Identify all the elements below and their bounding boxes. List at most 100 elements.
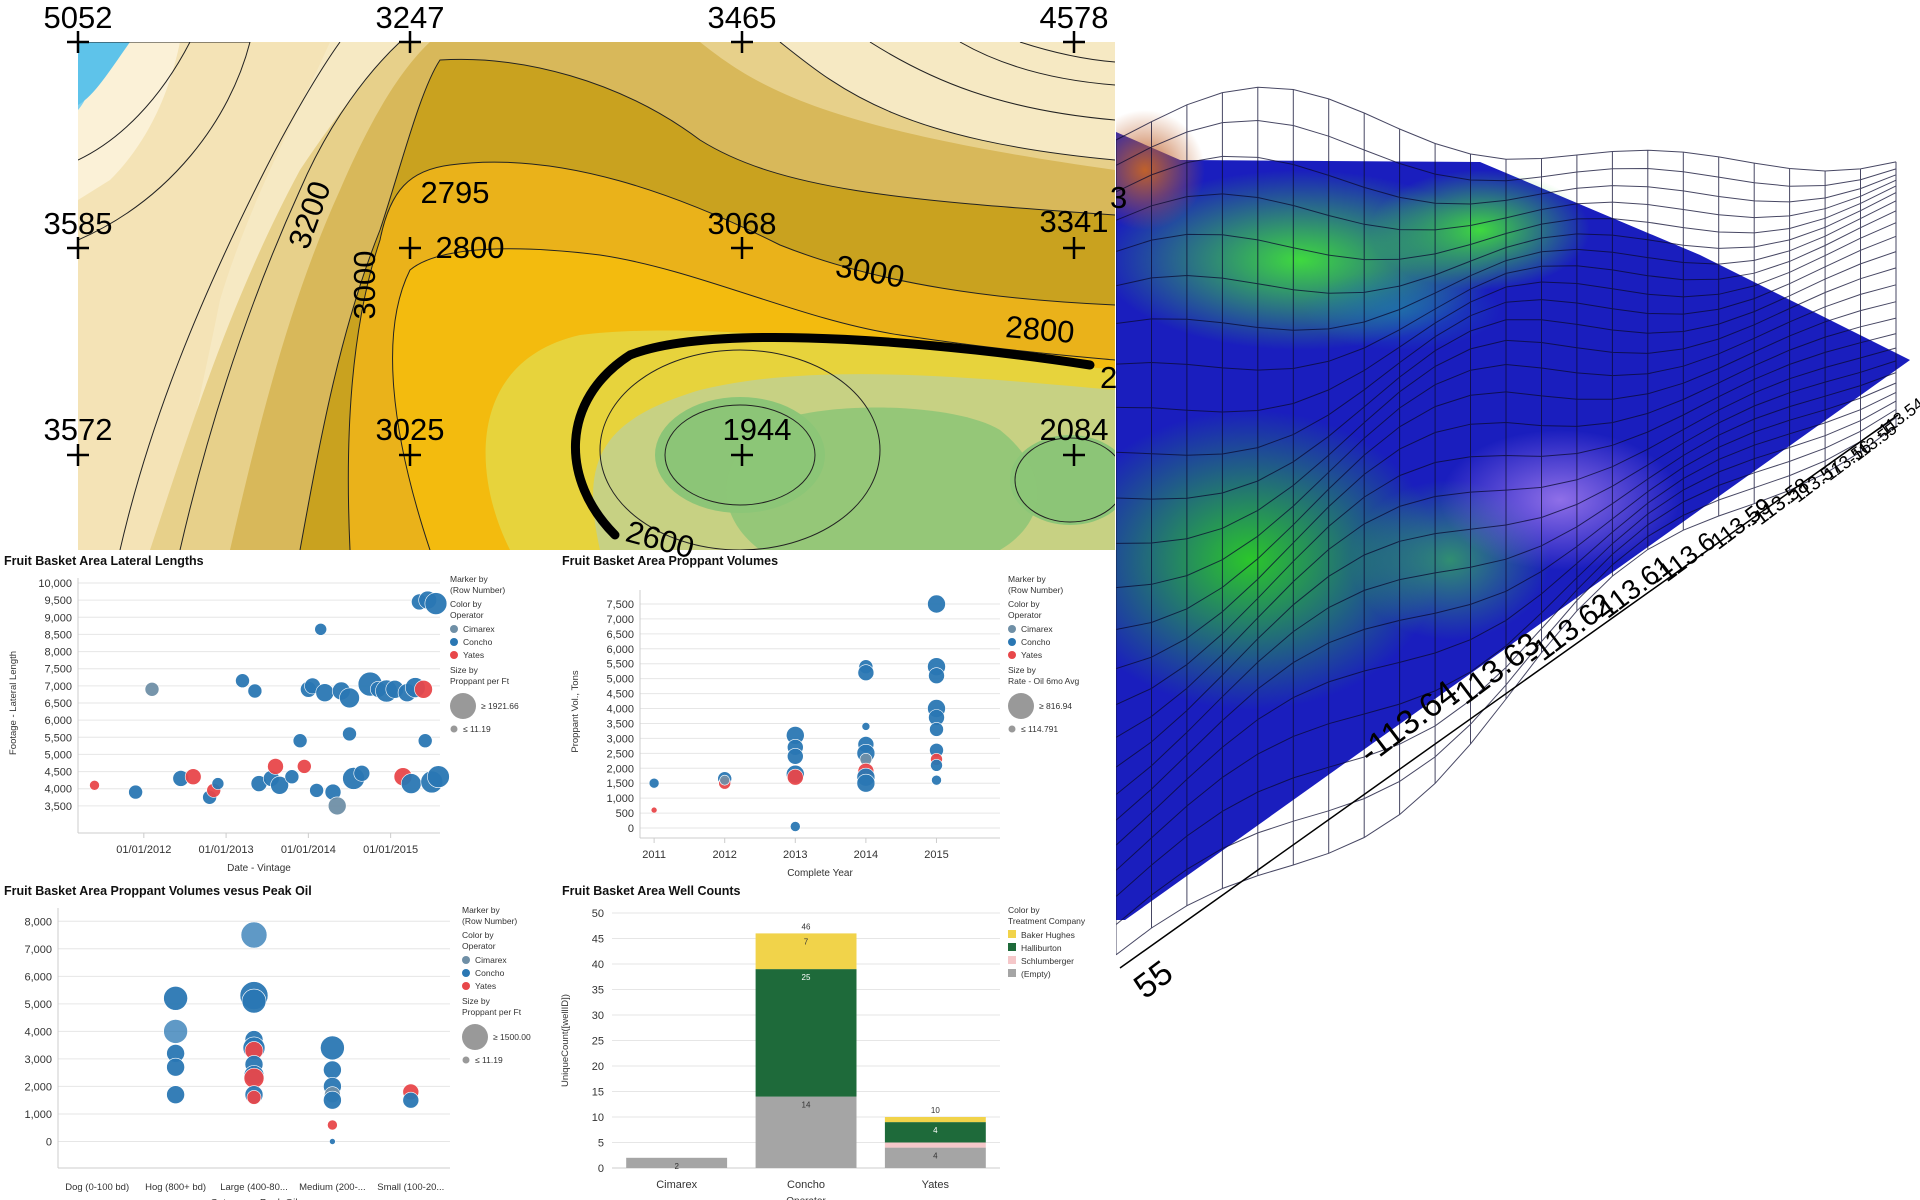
y-tick-label: 6,500 (44, 698, 72, 710)
x-tick-label: 2014 (854, 849, 878, 861)
well-marker: 4578 (1040, 0, 1109, 53)
legend-entry: Yates (475, 981, 496, 991)
x-tick-label: Cimarex (656, 1179, 697, 1191)
scatter-point (296, 759, 312, 774)
scatter-point (927, 594, 946, 614)
legend-label: Size by (450, 665, 479, 675)
legend-entry: Cimarex (463, 624, 495, 634)
y-tick-label: 1,000 (606, 793, 634, 805)
x-axis-label: Date - Vintage (227, 863, 291, 874)
x-axis-label: Operator (786, 1196, 826, 1200)
legend-label: (Row Number) (1008, 585, 1063, 595)
y-tick-label: 6,000 (24, 971, 52, 983)
scatter-point (267, 758, 284, 775)
bar-total-label: 10 (931, 1106, 940, 1115)
bar-segment-label: 25 (802, 973, 811, 982)
x-tick-label: 2015 (924, 849, 948, 861)
y-tick-label: 8,000 (24, 916, 52, 928)
contour-label-fragment: 3 (1110, 180, 1127, 215)
bar-segment (884, 1142, 986, 1148)
bar-segment (884, 1147, 986, 1168)
y-axis-label: Footage - Lateral Length (8, 651, 19, 755)
legend-swatch (450, 651, 458, 659)
scatter-point (292, 733, 308, 749)
contour-map: 5052 3247 3465 4578 3585 2795 3068 3341 3572 3025… (44, 0, 1128, 565)
legend-label: (Row Number) (450, 585, 505, 595)
legend-swatch (1008, 943, 1016, 951)
y-tick-label: 50 (592, 908, 604, 920)
y-tick-label: 8,500 (44, 629, 72, 641)
chart-proppant-volumes: Fruit Basket Area Proppant Volumes 7,500 7… (562, 554, 1079, 879)
legend-swatch (1008, 969, 1016, 977)
y-tick-label: 5,500 (44, 732, 72, 744)
y-tick-label: 3,000 (606, 733, 634, 745)
chart-title: Fruit Basket Area Well Counts (562, 884, 741, 898)
well-markers: 5052 3247 3465 4578 3585 2795 3068 3341 3572 3025… (44, 0, 1109, 466)
x-tick-label: Concho (787, 1179, 825, 1191)
scatter-point (424, 592, 448, 615)
legend-label: Size by (1008, 665, 1037, 675)
legend-entry: Yates (1021, 650, 1042, 660)
y-tick-label: 500 (616, 808, 634, 820)
legend-entry: Yates (463, 650, 484, 660)
y-tick-label: 5,000 (606, 674, 634, 686)
y-tick-label: 45 (592, 934, 604, 946)
scatter-point (166, 1085, 185, 1104)
y-tick-label: 20 (592, 1061, 604, 1073)
well-marker: 3341 (1040, 204, 1108, 259)
scatter-point (320, 1035, 345, 1061)
x-tick-label: 01/01/2012 (116, 844, 171, 856)
well-label: 2795 (421, 175, 490, 210)
well-marker: 3068 (708, 206, 776, 259)
y-tick-label: 8,000 (44, 647, 72, 659)
scatter-point (786, 747, 804, 765)
well-label: 1944 (723, 412, 792, 447)
bar-segment-label: 4 (933, 1152, 938, 1161)
scatter-point (211, 777, 225, 790)
x-tick-label: 01/01/2013 (199, 844, 254, 856)
chart-well-counts: Fruit Basket Area Well Counts50454035302… (560, 884, 1086, 1200)
chart-title: Fruit Basket Area Proppant Volumes (562, 554, 778, 568)
legend-label: Rate - Oil 6mo Avg (1008, 676, 1079, 686)
surface-3d-plot: -113.54-113.55-113.56-113.57-113.58-113.… (1116, 86, 1920, 1006)
well-label: 3247 (376, 0, 445, 35)
y-tick-label: 10,000 (38, 578, 72, 590)
scatter-point (323, 1090, 342, 1110)
scatter-point (323, 1060, 342, 1080)
scatter-point (184, 768, 202, 786)
x-tick-label: 2013 (783, 849, 807, 861)
surface-mesh (1116, 86, 1897, 956)
scatter-point (648, 777, 660, 789)
scatter-point (327, 1119, 338, 1131)
y-tick-label: 7,500 (606, 599, 634, 611)
legend-entry: Cimarex (475, 955, 507, 965)
well-label: 3025 (376, 412, 445, 447)
chart-lateral-lengths: Fruit Basket Area Lateral Lengths 10,000 9… (4, 554, 519, 874)
y-tick-label: 7,000 (24, 944, 52, 956)
scatter-point (247, 683, 263, 699)
scatter-point (861, 722, 871, 731)
well-marker: 3465 (708, 0, 776, 53)
scatter-point (128, 784, 143, 800)
contour-label: 2800 (436, 230, 505, 265)
x-axis-label: Complete Year (787, 868, 853, 879)
x-tick-label: Small (100-20... (377, 1182, 444, 1193)
y-tick-label: 4,000 (44, 784, 72, 796)
bar-segment (755, 933, 857, 970)
legend-label: Treatment Company (1008, 916, 1086, 926)
legend-label: Proppant per Ft (450, 676, 510, 686)
chart-proppant-vs-peak-oil: Fruit Basket Area Proppant Volumes vesus… (4, 884, 531, 1200)
legend-label: ≥ 1500.00 (493, 1032, 531, 1042)
scatter-point (329, 1138, 336, 1145)
bar-segment-label: 2 (674, 1162, 679, 1171)
well-label: 4578 (1040, 0, 1109, 35)
legend-swatch (1008, 651, 1016, 659)
scatter-point (144, 681, 160, 697)
scatter-point (930, 758, 943, 772)
bar-segment (884, 1117, 986, 1123)
scatter-point (342, 726, 357, 742)
surface-tick-label: 55 (1127, 953, 1180, 1006)
scatter-point (929, 722, 944, 737)
chart-title: Fruit Basket Area Proppant Volumes vesus… (4, 884, 312, 898)
y-tick-label: 30 (592, 1010, 604, 1022)
